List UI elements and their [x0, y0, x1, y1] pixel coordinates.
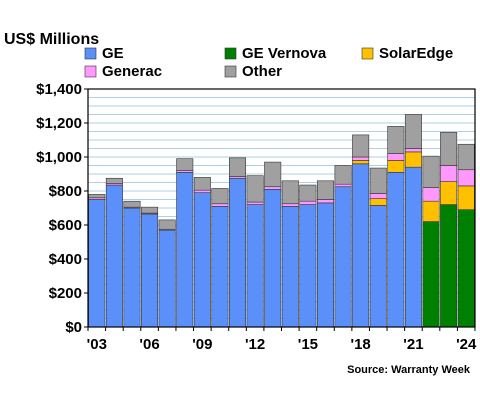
legend-swatch-other — [224, 65, 237, 78]
bar-segment-generac-2013 — [264, 186, 282, 190]
bar-segment-ge-2013 — [264, 189, 282, 328]
bar-segment-other-2022 — [422, 155, 440, 188]
legend-label-generac: Generac — [102, 63, 162, 80]
y-tick-label: $200 — [49, 285, 82, 302]
bar-segment-solaredge-2019 — [369, 198, 387, 206]
bar-segment-generac-2009 — [193, 189, 211, 193]
bar-segment-other-2005 — [123, 200, 141, 208]
bar-segment-other-2013 — [264, 161, 282, 188]
bar-segment-ge-2004 — [105, 184, 123, 328]
bar-segment-other-2014 — [281, 180, 299, 205]
bar-segment-generac-2024 — [457, 169, 475, 187]
y-tick-label: $1,400 — [36, 81, 82, 98]
bar-segment-generac-2016 — [316, 199, 334, 204]
legend-swatch-generac — [84, 65, 97, 78]
bar-segment-other-2024 — [457, 143, 475, 171]
bar-segment-ge-2016 — [316, 202, 334, 328]
bar-segment-ge-2008 — [176, 172, 194, 328]
legend-label-ge-vernova: GE Vernova — [242, 45, 327, 62]
x-tick-label: '21 — [403, 336, 423, 353]
bar-segment-ge-2018 — [352, 163, 370, 328]
x-tick-label: '03 — [87, 336, 107, 353]
bar-segment-other-2011 — [229, 157, 247, 177]
bar-segment-other-2015 — [299, 184, 317, 202]
y-tick-label: $600 — [49, 217, 82, 234]
bar-segment-ge-2010 — [211, 206, 229, 328]
bar-segment-ge-2014 — [281, 206, 299, 328]
bar-segment-other-2020 — [387, 126, 405, 154]
bar-segment-solaredge-2024 — [457, 185, 475, 210]
bar-segment-other-2017 — [334, 165, 352, 185]
bar-segment-ge-2012 — [246, 204, 264, 328]
bar-segment-ge-vernova-2024 — [457, 209, 475, 328]
x-tick-label: '15 — [298, 336, 318, 353]
bar-segment-other-2018 — [352, 134, 370, 158]
bar-segment-ge-vernova-2023 — [440, 204, 458, 328]
plot-area: $0 $200 $400 $600 $800 $1,000 $1,200 $1,400 '03 '… — [36, 81, 477, 353]
x-tick-label: '09 — [192, 336, 212, 353]
bar-segment-other-2007 — [158, 219, 176, 230]
legend-swatch-ge-vernova — [224, 47, 237, 60]
bar-segment-generac-2012 — [246, 201, 264, 205]
y-tick-label: $1,200 — [36, 115, 82, 132]
bar-segment-other-2004 — [105, 177, 123, 184]
bar-segment-generac-2015 — [299, 200, 317, 205]
source-note: Source: Warranty Week — [347, 364, 471, 376]
chart-title: US$ Millions — [4, 31, 99, 48]
bar-segment-other-2021 — [404, 114, 422, 149]
bar-segment-ge-2019 — [369, 205, 387, 328]
bar-segment-ge-2021 — [404, 166, 422, 328]
y-tick-label: $800 — [49, 183, 82, 200]
bar-segment-other-2019 — [369, 167, 387, 194]
bar-segment-solaredge-2020 — [387, 160, 405, 173]
y-tick-label: $0 — [65, 319, 82, 336]
bar-segment-other-2010 — [211, 188, 229, 205]
bar-segment-solaredge-2023 — [440, 181, 458, 205]
bar-segment-generac-2023 — [440, 165, 458, 182]
bar-segment-generac-2021 — [404, 148, 422, 153]
x-tick-label: '12 — [245, 336, 265, 353]
bar-segment-other-2023 — [440, 132, 458, 166]
y-tick-label: $1,000 — [36, 149, 82, 166]
legend-label-ge: GE — [102, 45, 124, 62]
bar-segment-ge-2020 — [387, 172, 405, 328]
x-tick-label: '18 — [351, 336, 371, 353]
bar-segment-other-2003 — [88, 194, 106, 199]
bar-segment-other-2016 — [316, 180, 334, 200]
bar-segment-solaredge-2021 — [404, 151, 422, 168]
bar-segment-ge-vernova-2022 — [422, 221, 440, 328]
bar-segment-other-2006 — [141, 206, 159, 214]
x-tick-label: '24 — [456, 336, 477, 353]
bar-segment-solaredge-2022 — [422, 200, 440, 222]
bar-segment-generac-2020 — [387, 153, 405, 161]
bar-segment-solaredge-2018 — [352, 160, 370, 165]
bar-segment-generac-2019 — [369, 193, 387, 199]
bar-segment-other-2008 — [176, 158, 194, 171]
bar-segment-ge-2017 — [334, 186, 352, 328]
legend-label-solaredge: SolarEdge — [379, 45, 453, 62]
bar-segment-ge-2007 — [158, 229, 176, 328]
y-tick-label: $400 — [49, 251, 82, 268]
bar-segment-ge-2005 — [123, 207, 141, 328]
legend-swatch-ge — [84, 47, 97, 60]
bar-segment-generac-2010 — [211, 203, 229, 207]
x-tick-label: '06 — [139, 336, 159, 353]
bar-segment-generac-2018 — [352, 156, 370, 161]
legend-label-other: Other — [242, 63, 282, 80]
bar-segment-ge-2011 — [229, 177, 247, 328]
bar-segment-other-2009 — [193, 177, 211, 191]
bar-segment-generac-2014 — [281, 203, 299, 207]
legend-swatch-solaredge — [361, 47, 374, 60]
bar-segment-ge-2015 — [299, 204, 317, 328]
bar-segment-generac-2017 — [334, 183, 352, 188]
bar-segment-ge-2009 — [193, 192, 211, 328]
legend: GE GE Vernova SolarEdge Generac Other — [84, 45, 453, 80]
bar-segment-ge-2006 — [141, 213, 159, 328]
bar-segment-ge-2003 — [88, 199, 106, 328]
bar-segment-generac-2022 — [422, 187, 440, 202]
bar-segment-other-2012 — [246, 175, 264, 203]
